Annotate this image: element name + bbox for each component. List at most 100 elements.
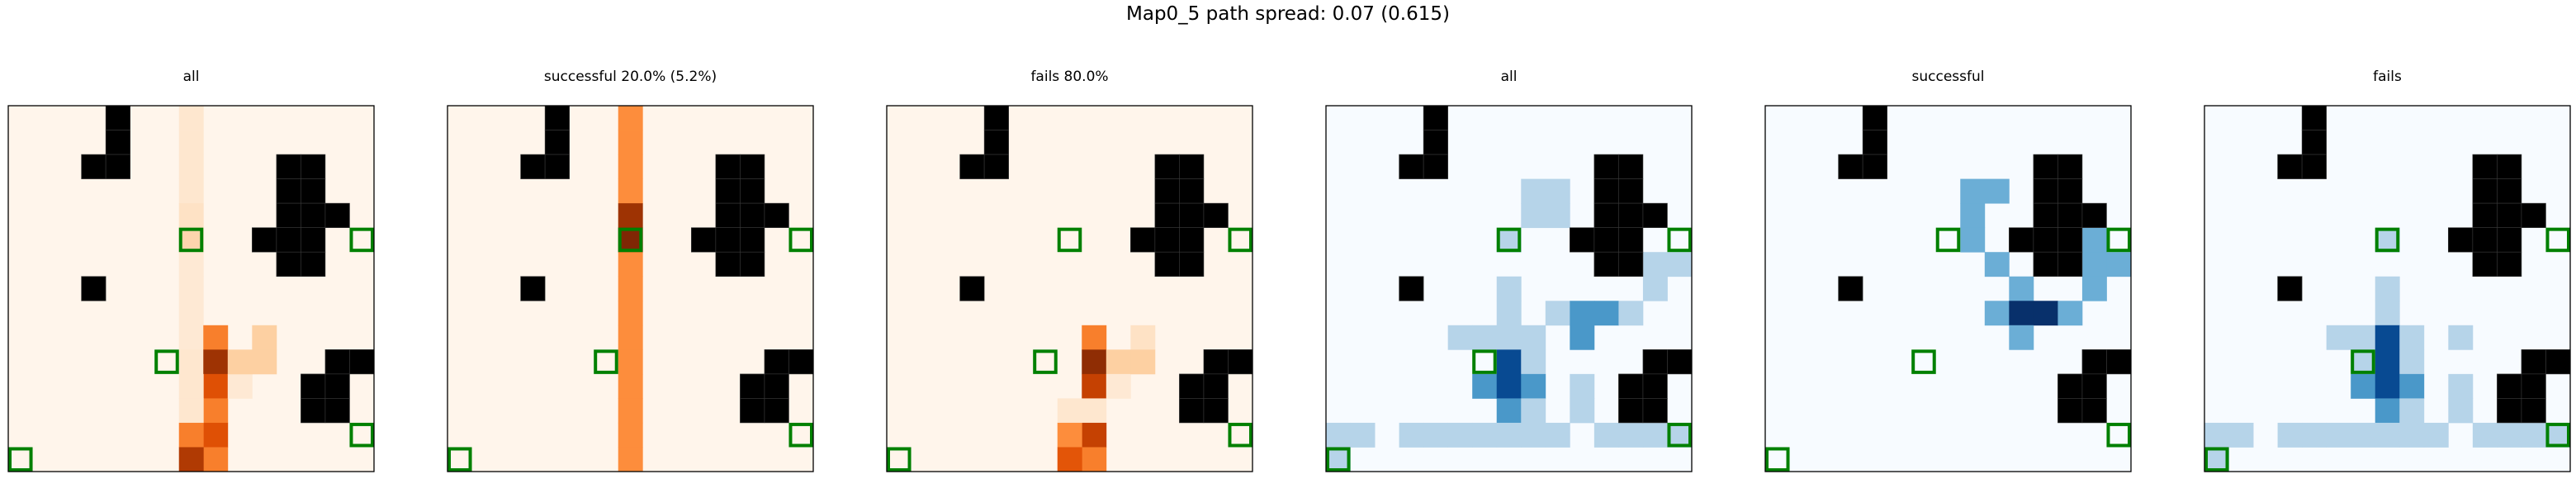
wall-cell	[324, 349, 350, 375]
heatmap-cell	[1496, 373, 1522, 399]
wall-cell	[2081, 349, 2107, 375]
heatmap-cell	[2351, 325, 2376, 350]
goal-marker	[788, 422, 814, 448]
heatmap-cell	[1521, 422, 1546, 448]
heatmap-cell	[618, 447, 643, 472]
wall-cell	[2521, 373, 2546, 399]
heatmap-cell	[1667, 422, 1693, 448]
wall-cell	[1642, 398, 1668, 424]
wall-cell	[301, 227, 326, 253]
heatmap-cell	[1496, 398, 1522, 424]
wall-cell	[1154, 154, 1180, 179]
goal-marker	[1496, 227, 1522, 253]
wall-cell	[1862, 130, 1887, 155]
wall-cell	[544, 105, 570, 130]
wall-cell	[1399, 154, 1424, 179]
heatmap-cell	[178, 276, 204, 301]
goal-marker	[2106, 422, 2131, 448]
wall-cell	[2081, 202, 2107, 228]
heatmap-cell	[1618, 301, 1644, 326]
goal-marker	[1228, 227, 1253, 253]
panel-title: all	[183, 69, 200, 85]
wall-cell	[764, 373, 789, 399]
heatmap-cell	[1984, 252, 2010, 277]
heatmap-cell	[2375, 276, 2400, 301]
wall-cell	[276, 178, 301, 204]
wall-cell	[2472, 154, 2498, 179]
heatmap-cell	[1130, 349, 1156, 375]
heatmap-cell	[2375, 349, 2400, 375]
heatmap-cell	[203, 398, 229, 424]
wall-cell	[2472, 178, 2498, 204]
wall-cell	[1618, 373, 1644, 399]
heatmap-cell	[203, 422, 229, 448]
wall-cell	[2497, 227, 2522, 253]
heatmap-cell	[1447, 325, 1473, 350]
wall-cell	[1618, 154, 1644, 179]
wall-cell	[2057, 178, 2083, 204]
wall-cell	[2497, 398, 2522, 424]
wall-cell	[764, 398, 789, 424]
heatmap-cell	[618, 106, 643, 130]
heatmap-cell	[178, 178, 204, 204]
wall-cell	[1570, 227, 1595, 253]
heatmap-cell	[252, 325, 277, 350]
wall-cell	[715, 227, 741, 253]
wall-cell	[1179, 202, 1205, 228]
wall-cell	[2545, 349, 2571, 375]
wall-cell	[1618, 251, 1644, 277]
heatmap-cell	[178, 422, 204, 448]
wall-cell	[1179, 227, 1205, 253]
wall-cell	[2081, 398, 2107, 424]
heatmap-cell	[2521, 422, 2546, 448]
heatmap-cell	[618, 301, 643, 326]
wall-cell	[2057, 398, 2083, 424]
goal-marker	[2375, 227, 2400, 253]
heatmap-cell	[2375, 398, 2400, 424]
heatmap-panel-1: all	[7, 69, 375, 472]
heatmap-cell	[2375, 422, 2400, 448]
heatmap-cell	[618, 398, 643, 424]
wall-cell	[983, 130, 1009, 155]
wall-cell	[2301, 105, 2327, 130]
heatmap-cell	[1326, 422, 1351, 448]
heatmap-cell	[1082, 422, 1107, 448]
heatmap-cell	[1447, 422, 1473, 448]
heatmap-cell	[1642, 276, 1668, 301]
heatmap-cell	[1545, 203, 1570, 229]
wall-cell	[2497, 251, 2522, 277]
wall-cell	[1399, 276, 1424, 301]
heatmap-cell	[1326, 447, 1351, 472]
wall-cell	[740, 154, 765, 179]
heatmap-cell	[1521, 203, 1546, 229]
wall-cell	[81, 276, 107, 301]
heatmap-cell	[1057, 398, 1082, 424]
heatmap-cell	[178, 227, 204, 253]
wall-cell	[2497, 373, 2522, 399]
goal-marker	[2204, 447, 2229, 472]
heatmap-cell	[178, 398, 204, 424]
heatmap-cell	[1593, 422, 1619, 448]
heatmap-cell	[1472, 373, 1498, 399]
wall-cell	[740, 202, 765, 228]
wall-cell	[105, 154, 130, 179]
goal-marker	[1033, 349, 1058, 374]
wall-cell	[1593, 178, 1619, 204]
wall-cell	[1179, 178, 1205, 204]
heatmap-cell	[2326, 325, 2351, 350]
heatmap-cell	[2399, 398, 2425, 424]
heatmap-cell	[178, 447, 204, 472]
heatmap-cell	[1496, 227, 1522, 253]
wall-cell	[1642, 202, 1668, 228]
wall-cell	[301, 398, 326, 424]
wall-cell	[788, 349, 814, 375]
wall-cell	[2472, 202, 2498, 228]
wall-cell	[2472, 227, 2498, 253]
heatmap-cell	[227, 349, 253, 375]
heatmap-cell	[1960, 178, 1986, 204]
wall-cell	[1423, 154, 1448, 179]
wall-cell	[2033, 178, 2058, 204]
wall-cell	[740, 227, 765, 253]
wall-cell	[1154, 202, 1180, 228]
